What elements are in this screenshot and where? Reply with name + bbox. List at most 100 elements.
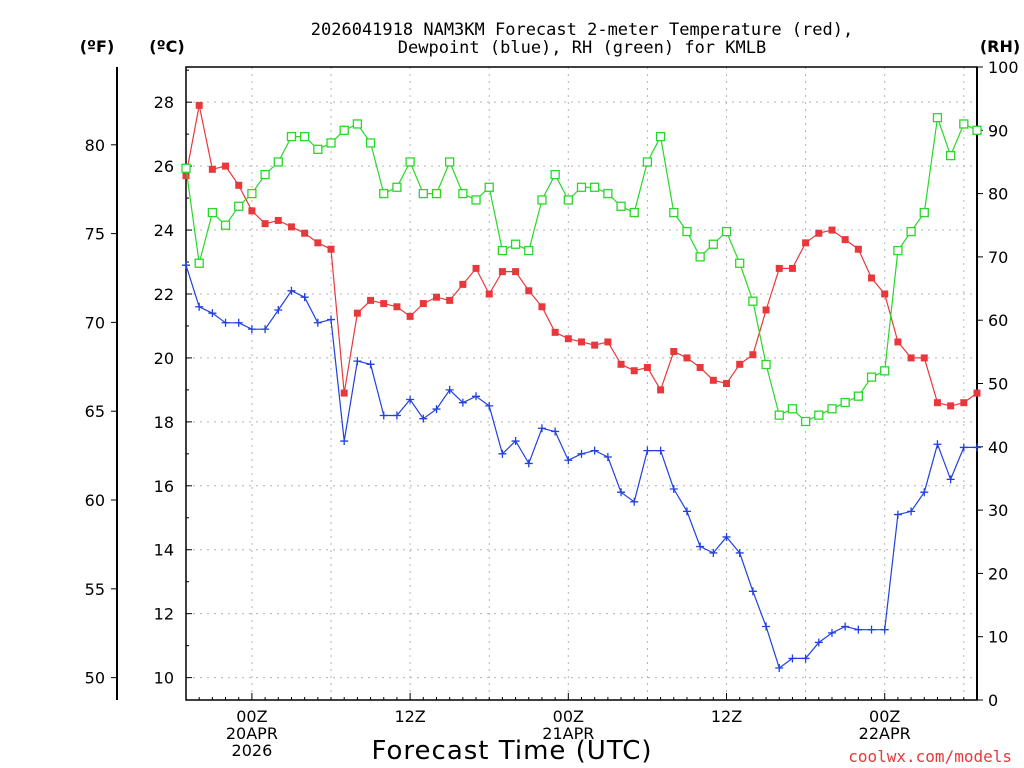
temperature-point: [182, 172, 190, 180]
dewpoint-point: [603, 453, 612, 462]
rh-tick-label: 80: [988, 185, 1008, 204]
celsius-tick-label: 28: [154, 93, 174, 112]
rh-point: [405, 157, 415, 167]
rh-point: [194, 258, 204, 268]
dewpoint-line: [185, 265, 977, 669]
temperature-point: [749, 351, 757, 359]
celsius-tick-label: 14: [154, 541, 174, 560]
temperature-point: [683, 354, 691, 362]
temperature-point: [894, 338, 902, 346]
dewpoint-point: [854, 625, 863, 634]
temperature-point: [380, 300, 388, 308]
dewpoint-point: [392, 411, 401, 420]
dewpoint-point: [617, 488, 626, 497]
temperature-point: [802, 239, 810, 247]
x-tick-label: 00Z: [553, 707, 584, 726]
axes: 10 12 14 16 18 20 22 24 26 28 50 55 60 65 70 75 80 0 10 20 3…: [85, 58, 1019, 760]
dewpoint-point: [564, 456, 573, 465]
dewpoint-point: [933, 440, 942, 449]
temperature-point: [762, 306, 770, 314]
rh-tick-label: 100: [988, 58, 1019, 77]
rh-point: [972, 125, 982, 135]
rh-point: [814, 410, 824, 420]
fahrenheit-tick-label: 50: [85, 669, 105, 688]
rh-point: [445, 157, 455, 167]
temperature-point: [538, 303, 546, 311]
dewpoint-point: [907, 507, 916, 516]
rh-line: [185, 117, 978, 423]
rh-point: [563, 195, 573, 205]
temperature-point: [854, 245, 862, 253]
rh-tick-label: 0: [988, 691, 998, 710]
temperature-point: [551, 328, 559, 336]
rh-tick-label: 70: [988, 248, 1008, 267]
dewpoint-point: [775, 664, 784, 673]
temperature-point: [446, 296, 454, 304]
temperature-point: [973, 389, 981, 397]
dewpoint-point: [577, 449, 586, 458]
rh-point: [774, 410, 784, 420]
x-tick-label: 20APR: [226, 724, 278, 743]
dewpoint-point: [353, 357, 362, 366]
temperature-point: [485, 290, 493, 298]
rh-point: [893, 245, 903, 256]
temperature-point: [367, 296, 375, 304]
temperature-point: [287, 223, 295, 231]
dewpoint-point: [709, 548, 718, 557]
rh-point: [273, 157, 283, 167]
x-tick-label: 12Z: [394, 707, 425, 726]
temperature-point: [947, 402, 955, 410]
rh-tick-label: 20: [988, 564, 1008, 583]
temperature-point: [578, 338, 585, 346]
temperature-point: [670, 348, 678, 356]
dewpoint-point: [445, 385, 454, 394]
x-tick-label: 22APR: [859, 724, 911, 743]
dewpoint-point: [827, 628, 836, 637]
celsius-tick-label: 10: [154, 669, 174, 688]
rh-point: [590, 182, 600, 192]
labels: 2026041918 NAM3KM Forecast 2-meter Tempe…: [80, 20, 1020, 766]
rh-point: [827, 404, 837, 414]
temperature-point: [696, 364, 704, 372]
temperature-point: [815, 229, 823, 237]
rh-point: [418, 188, 428, 199]
rh-point: [959, 119, 969, 129]
dewpoint-point: [419, 414, 428, 423]
temperature-point: [920, 354, 928, 362]
temperature-point: [960, 399, 968, 407]
temperature-point: [340, 389, 348, 397]
temperature-point: [393, 303, 401, 311]
rh-point: [286, 131, 297, 142]
temperature-point: [736, 360, 744, 368]
rh-point: [708, 239, 718, 249]
dewpoint-point: [788, 654, 797, 663]
credit-text: coolwx.com/models: [848, 747, 1012, 766]
rh-point: [853, 391, 863, 401]
x-tick-label: 00Z: [236, 707, 267, 726]
rh-point: [655, 131, 666, 142]
x-axis-title: Forecast Time (UTC): [371, 736, 652, 766]
rh-point: [748, 296, 758, 306]
rh-unit-label: (RH): [980, 37, 1020, 56]
temperature-point: [498, 268, 506, 276]
rh-point: [392, 182, 402, 192]
rh-point: [524, 245, 534, 256]
rh-point: [299, 131, 310, 142]
rh-point: [787, 404, 798, 414]
dewpoint-point: [221, 318, 230, 327]
rh-point: [458, 188, 468, 199]
dewpoint-point: [893, 510, 902, 519]
rh-point: [800, 416, 811, 427]
dewpoint-point: [722, 532, 731, 541]
rh-point: [484, 182, 494, 192]
rh-point: [431, 188, 442, 199]
temperature-point: [406, 312, 414, 320]
rh-point: [866, 372, 877, 382]
rh-tick-label: 50: [988, 375, 1008, 394]
rh-point: [906, 226, 916, 237]
dewpoint-point: [406, 395, 415, 404]
rh-point: [247, 188, 257, 199]
dewpoint-point: [643, 446, 652, 455]
temperature-point: [709, 376, 717, 384]
